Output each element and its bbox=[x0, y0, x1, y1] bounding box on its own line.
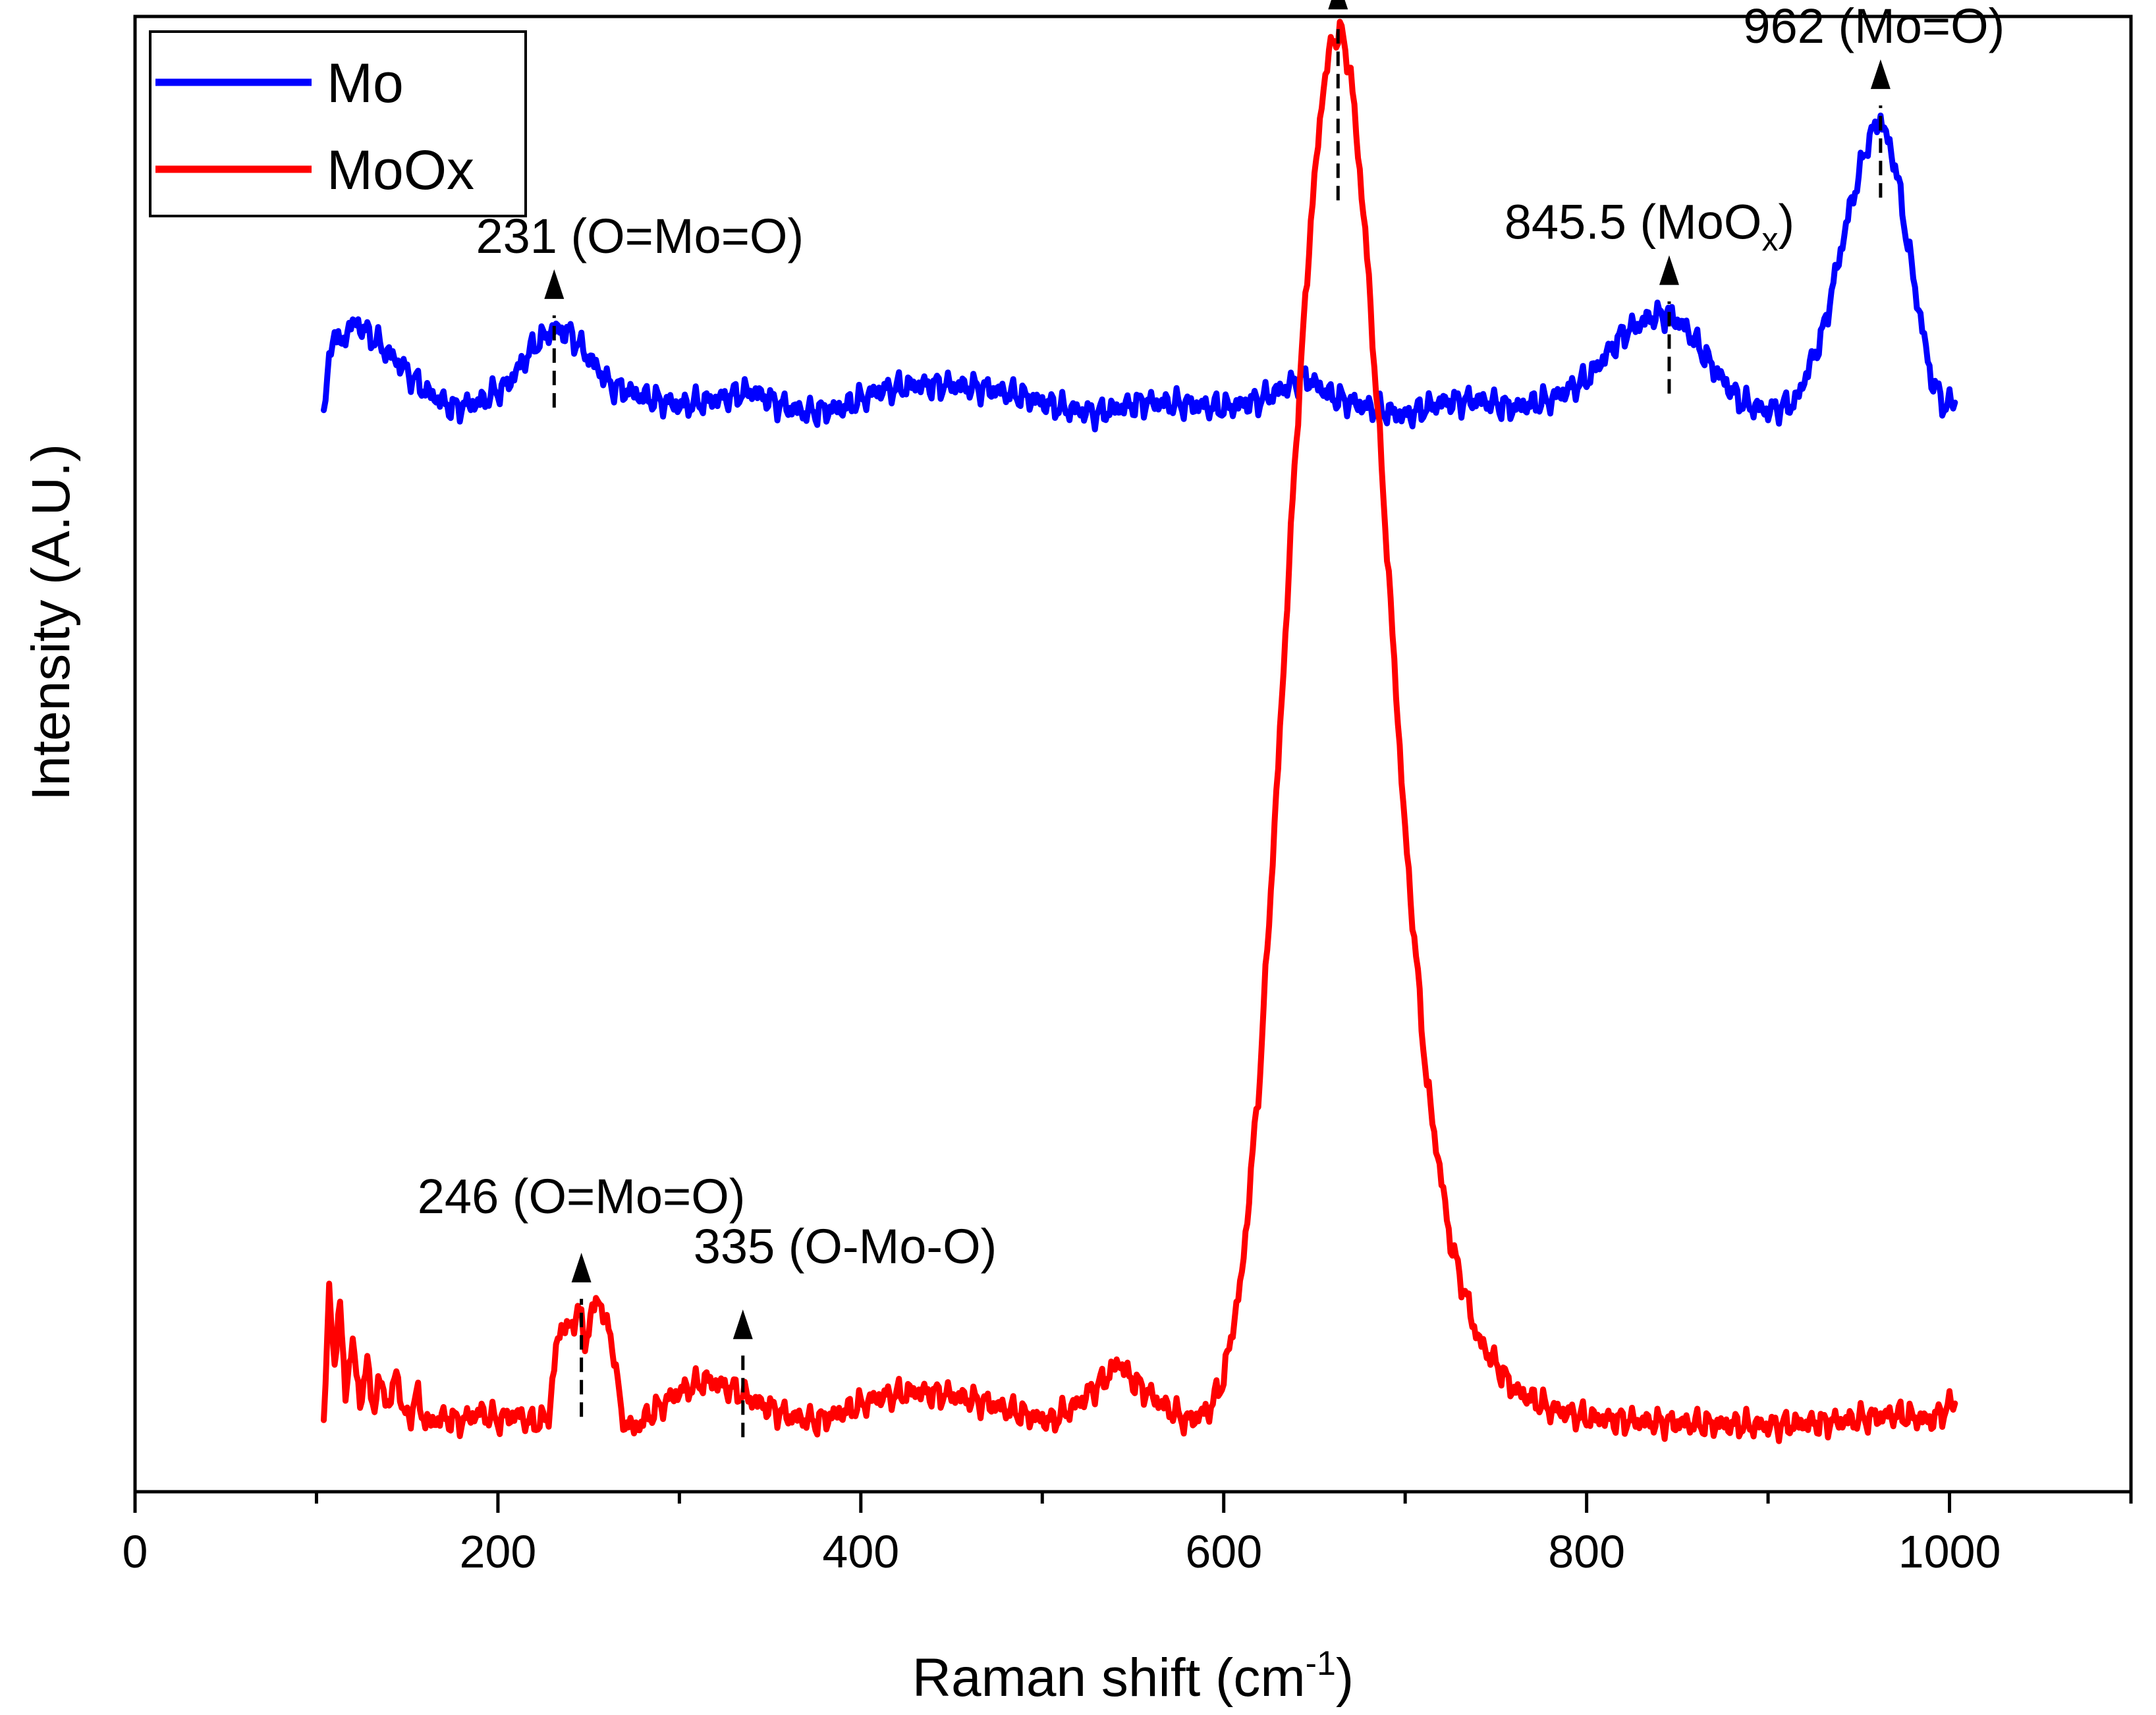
annotation-label: 246 (O=Mo=O) bbox=[418, 1169, 746, 1224]
annotation-label-main: 231 (O=Mo=O) bbox=[476, 209, 804, 263]
x-axis-title-main: Raman shift (cm bbox=[912, 1648, 1306, 1708]
series-line-moox bbox=[321, 18, 1958, 1444]
peak-annotations: 231 (O=Mo=O) 845.5 (MoOx) 962 (Mo=O) 663 Mo… bbox=[418, 0, 2004, 1438]
annotation-arrow bbox=[571, 1253, 592, 1283]
annotation-label-main: 246 (O=Mo=O) bbox=[418, 1169, 746, 1224]
x-tick-label: 400 bbox=[822, 1526, 899, 1577]
annotation-0: 231 (O=Mo=O) bbox=[476, 209, 804, 408]
x-tick-label: 800 bbox=[1548, 1526, 1625, 1577]
annotation-label-sub: x bbox=[1762, 221, 1779, 258]
plot-area bbox=[321, 18, 1958, 1444]
axes: 0 200 400 600 800 1000 Raman shift (cm-1) Inten… bbox=[21, 14, 2133, 1708]
annotation-arrow bbox=[1328, 0, 1348, 10]
legend-box bbox=[149, 30, 527, 217]
x-tick-label: 600 bbox=[1185, 1526, 1262, 1577]
annotation-4: 246 (O=Mo=O) bbox=[418, 1169, 746, 1417]
legend: Mo MoOx bbox=[149, 30, 527, 217]
x-tick-label: 200 bbox=[460, 1526, 537, 1577]
annotation-arrow bbox=[1870, 59, 1891, 90]
plot-frame bbox=[133, 14, 2133, 1494]
x-tick-label: 0 bbox=[123, 1526, 148, 1577]
annotation-label-main: 962 (Mo=O) bbox=[1743, 0, 2004, 53]
annotation-label: 962 (Mo=O) bbox=[1743, 0, 2004, 53]
y-axis-title: Intensity (A.U.) bbox=[21, 444, 81, 801]
series-line-mo bbox=[321, 112, 1958, 433]
legend-label-mo: Mo bbox=[327, 52, 404, 114]
annotation-1: 845.5 (MoOx) bbox=[1505, 195, 1794, 394]
annotation-arrow bbox=[1659, 255, 1679, 285]
annotation-label: 845.5 (MoOx) bbox=[1505, 195, 1794, 258]
annotation-label-tail: ) bbox=[1779, 195, 1795, 250]
x-axis-title-end: ) bbox=[1336, 1648, 1354, 1708]
annotation-3: 663 Mo3-O bbox=[1328, 0, 1348, 201]
annotation-label: 231 (O=Mo=O) bbox=[476, 209, 804, 263]
legend-label-moox: MoOx bbox=[327, 139, 474, 201]
annotation-label: 335 (O-Mo-O) bbox=[694, 1219, 997, 1274]
annotation-5: 335 (O-Mo-O) bbox=[694, 1219, 997, 1438]
x-axis-title: Raman shift (cm-1) bbox=[912, 1645, 1354, 1708]
annotation-arrow bbox=[732, 1309, 753, 1340]
x-axis-title-sup: -1 bbox=[1306, 1645, 1336, 1683]
annotation-label-main: 335 (O-Mo-O) bbox=[694, 1219, 997, 1274]
annotation-2: 962 (Mo=O) bbox=[1743, 0, 2004, 198]
annotation-arrow bbox=[544, 269, 565, 299]
x-tick-label: 1000 bbox=[1898, 1526, 2001, 1577]
annotation-label-main: 845.5 (MoO bbox=[1505, 195, 1762, 250]
